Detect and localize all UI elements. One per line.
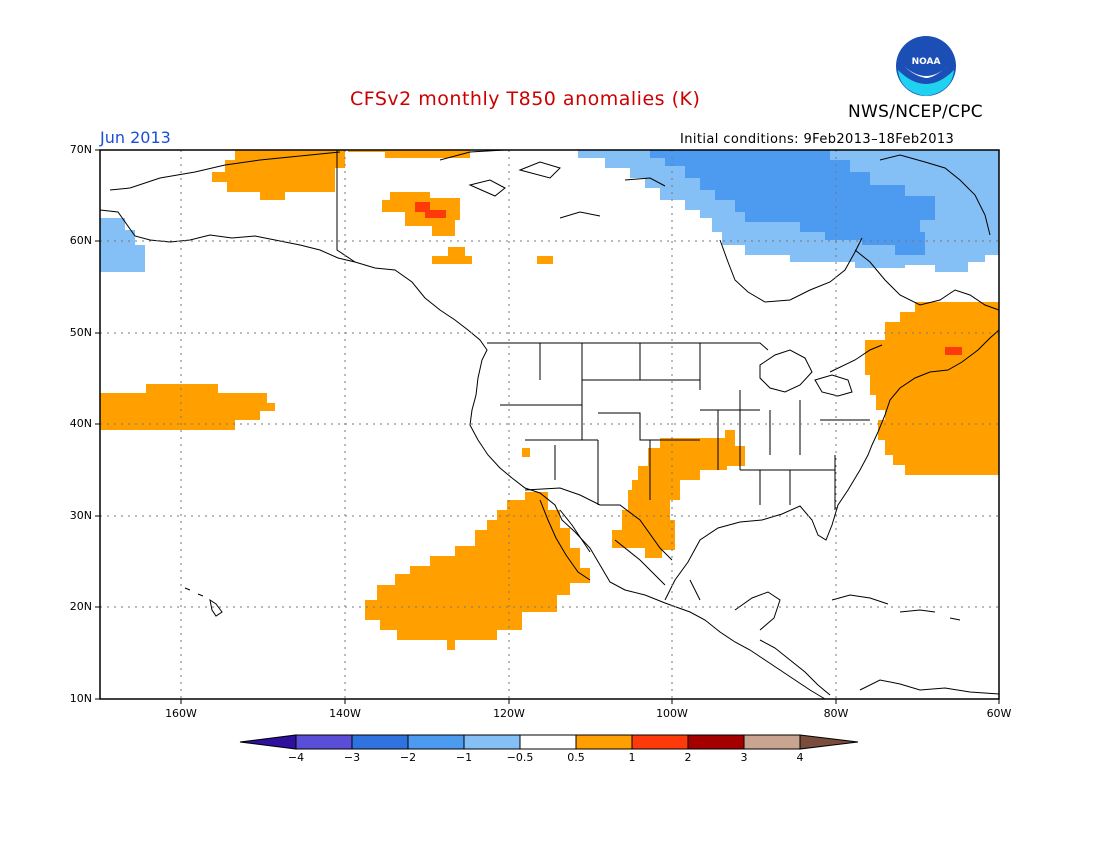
colorbar-bin <box>631 734 689 750</box>
warm-region-yukon <box>382 192 460 236</box>
colorbar-low-arrow <box>239 734 297 750</box>
coastline-yucatan <box>734 591 781 631</box>
warm-strong-yukon <box>415 202 446 218</box>
warm-region-bc <box>432 247 472 264</box>
map-plot <box>95 149 1000 704</box>
coastline-great-lakes <box>759 349 853 397</box>
coastline-alaska-north <box>109 151 341 191</box>
lon-label: 100W <box>656 707 688 720</box>
colorbar-label: −0.5 <box>506 751 534 764</box>
lon-label: 160W <box>165 707 197 720</box>
colorbar-label: 4 <box>796 751 804 764</box>
lat-label: 10N <box>69 692 92 705</box>
cool-anomaly-shading <box>100 150 999 272</box>
lon-label: 80W <box>823 707 849 720</box>
coastline-labrador <box>854 249 1000 311</box>
lat-label: 70N <box>69 143 92 156</box>
coastline-hudson-bay <box>719 237 863 303</box>
border-us-mexico <box>524 487 673 561</box>
lat-label: 40N <box>69 417 92 430</box>
warm-anomaly-shading <box>100 150 999 650</box>
colorbar-bin <box>743 734 801 750</box>
border-alaska-canada <box>336 150 356 263</box>
lat-label: 50N <box>69 326 92 339</box>
warm-region-nevada-dot <box>522 448 530 457</box>
coastline-arctic-islands <box>439 149 991 236</box>
colorbar-label: −4 <box>287 751 305 764</box>
lon-label: 140W <box>329 707 361 720</box>
warm-strong-quebec <box>945 347 962 355</box>
colorbar-high-arrow <box>799 734 859 750</box>
warm-region-arctic-strip <box>348 150 470 158</box>
coastline-central-america <box>759 639 1000 696</box>
colorbar-label: −2 <box>399 751 417 764</box>
logo-text: NOAA <box>912 57 941 67</box>
warm-region-baja-pacific <box>365 492 590 650</box>
colorbar-bin <box>687 734 745 750</box>
noaa-logo: NOAA <box>896 36 956 96</box>
coastlines <box>99 149 1000 700</box>
lat-label: 20N <box>69 600 92 613</box>
colorbar-bin <box>407 734 465 750</box>
colorbar-label: 2 <box>684 751 692 764</box>
warm-region-northeast-atlantic <box>865 302 999 475</box>
political-borders <box>336 150 883 601</box>
warm-region-small-dot <box>537 256 553 264</box>
coastline-pacific-alaska <box>99 209 826 700</box>
cool-region-siberia <box>100 218 145 272</box>
colorbar-bin <box>351 734 409 750</box>
colorbar-bin <box>463 734 521 750</box>
colorbar <box>239 734 859 750</box>
lon-label: 60W <box>986 707 1012 720</box>
coastline-baja <box>539 499 591 581</box>
border-mexico-states <box>614 539 701 601</box>
coastline-gulf-of-mexico <box>664 431 879 601</box>
cool-region-hudson-strait <box>650 150 935 255</box>
colorbar-bin <box>295 734 353 750</box>
map-title: CFSv2 monthly T850 anomalies (K) <box>350 88 701 110</box>
border-us-canada <box>487 342 883 373</box>
initial-conditions: Initial conditions: 9Feb2013–18Feb2013 <box>680 132 955 147</box>
colorbar-label: 1 <box>628 751 636 764</box>
logo-lower-wave <box>898 70 954 96</box>
graticule <box>100 150 999 699</box>
coastline-caribbean <box>831 594 961 621</box>
warm-region-pacific-west <box>100 384 275 430</box>
colorbar-label: 0.5 <box>567 751 585 764</box>
lat-label: 30N <box>69 509 92 522</box>
valid-month: Jun 2013 <box>100 128 171 147</box>
coastline-atlantic-canada <box>877 329 1000 433</box>
axis-ticks <box>95 149 1000 704</box>
lon-label: 120W <box>493 707 525 720</box>
lat-label: 60N <box>69 234 92 247</box>
colorbar-bin <box>519 734 577 750</box>
warm-anomaly-strong <box>415 202 962 355</box>
colorbar-label: 3 <box>740 751 748 764</box>
warm-region-southern-plains <box>612 430 745 558</box>
border-us-states <box>500 343 870 510</box>
colorbar-bin <box>575 734 633 750</box>
agency-label: NWS/NCEP/CPC <box>848 102 983 122</box>
colorbar-label: −3 <box>343 751 361 764</box>
coastline-hawaii <box>184 587 223 617</box>
colorbar-label: −1 <box>455 751 473 764</box>
